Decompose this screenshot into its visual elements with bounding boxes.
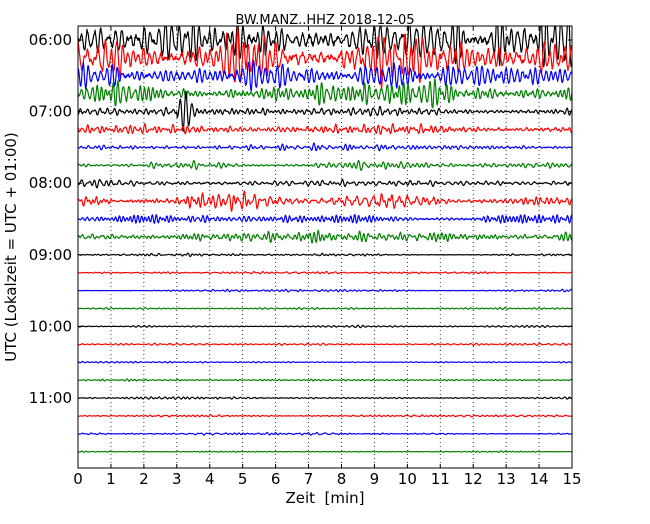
y-tick-label: 09:00 [29,246,72,264]
x-tick-label: 11 [431,470,450,488]
seismogram-trace [78,431,572,436]
x-tick-label: 15 [562,470,581,488]
seismogram-trace [78,306,572,311]
x-tick-label: 0 [73,470,83,488]
tick-marks [77,26,573,468]
seismogram-trace [78,122,572,135]
x-tick-label: 14 [530,470,549,488]
seismogram-trace [78,450,572,454]
seismogram-trace [78,26,572,68]
grid-lines [110,26,540,468]
x-tick-label: 4 [205,470,215,488]
x-tick-label: 3 [172,470,182,488]
seismogram-trace [78,26,572,90]
seismogram-trace [78,78,572,109]
y-tick-label: 06:00 [29,31,72,49]
seismogram-trace [78,252,572,258]
chart-title: BW.MANZ..HHZ 2018-12-05 [235,13,414,28]
seismogram-trace [78,190,572,212]
seismogram-trace [78,270,572,275]
x-tick-label: 8 [337,470,347,488]
seismogram-trace [78,342,572,346]
seismogram-trace [78,178,572,189]
y-tick-label: 08:00 [29,174,72,192]
trace-group [78,26,572,454]
x-tick-label: 1 [106,470,116,488]
seismogram-trace [78,142,572,152]
seismogram-trace [78,324,572,329]
y-tick-label: 11:00 [29,389,72,407]
x-tick-label: 7 [304,470,314,488]
x-tick-label: 5 [238,470,248,488]
seismogram-trace [78,396,572,400]
x-tick-label: 2 [139,470,149,488]
seismogram-trace [78,229,572,244]
seismogram-trace [78,90,572,132]
seismogram-trace [78,59,572,92]
seismogram-trace [78,360,572,364]
x-tick-label: 12 [464,470,483,488]
x-tick-label: 13 [497,470,516,488]
seismogram-trace [78,159,572,171]
x-tick-label: 9 [370,470,380,488]
tick-labels: 0 1 2 3 4 5 6 7 8 9 10 11 12 13 14 1506:0007:0008:0009:… [29,31,582,488]
y-tick-label: 10:00 [29,317,72,335]
x-tick-label: 10 [398,470,417,488]
seismogram-trace [78,213,572,224]
x-axis-label: Zeit [min] [285,489,364,507]
seismogram-trace [78,414,572,418]
y-tick-label: 07:00 [29,103,72,121]
y-axis-label: UTC (Lokalzeit = UTC + 01:00) [2,132,20,362]
plot-frame [77,25,573,469]
seismogram-trace [78,378,572,382]
x-tick-label: 6 [271,470,281,488]
seismogram-trace [78,288,572,293]
